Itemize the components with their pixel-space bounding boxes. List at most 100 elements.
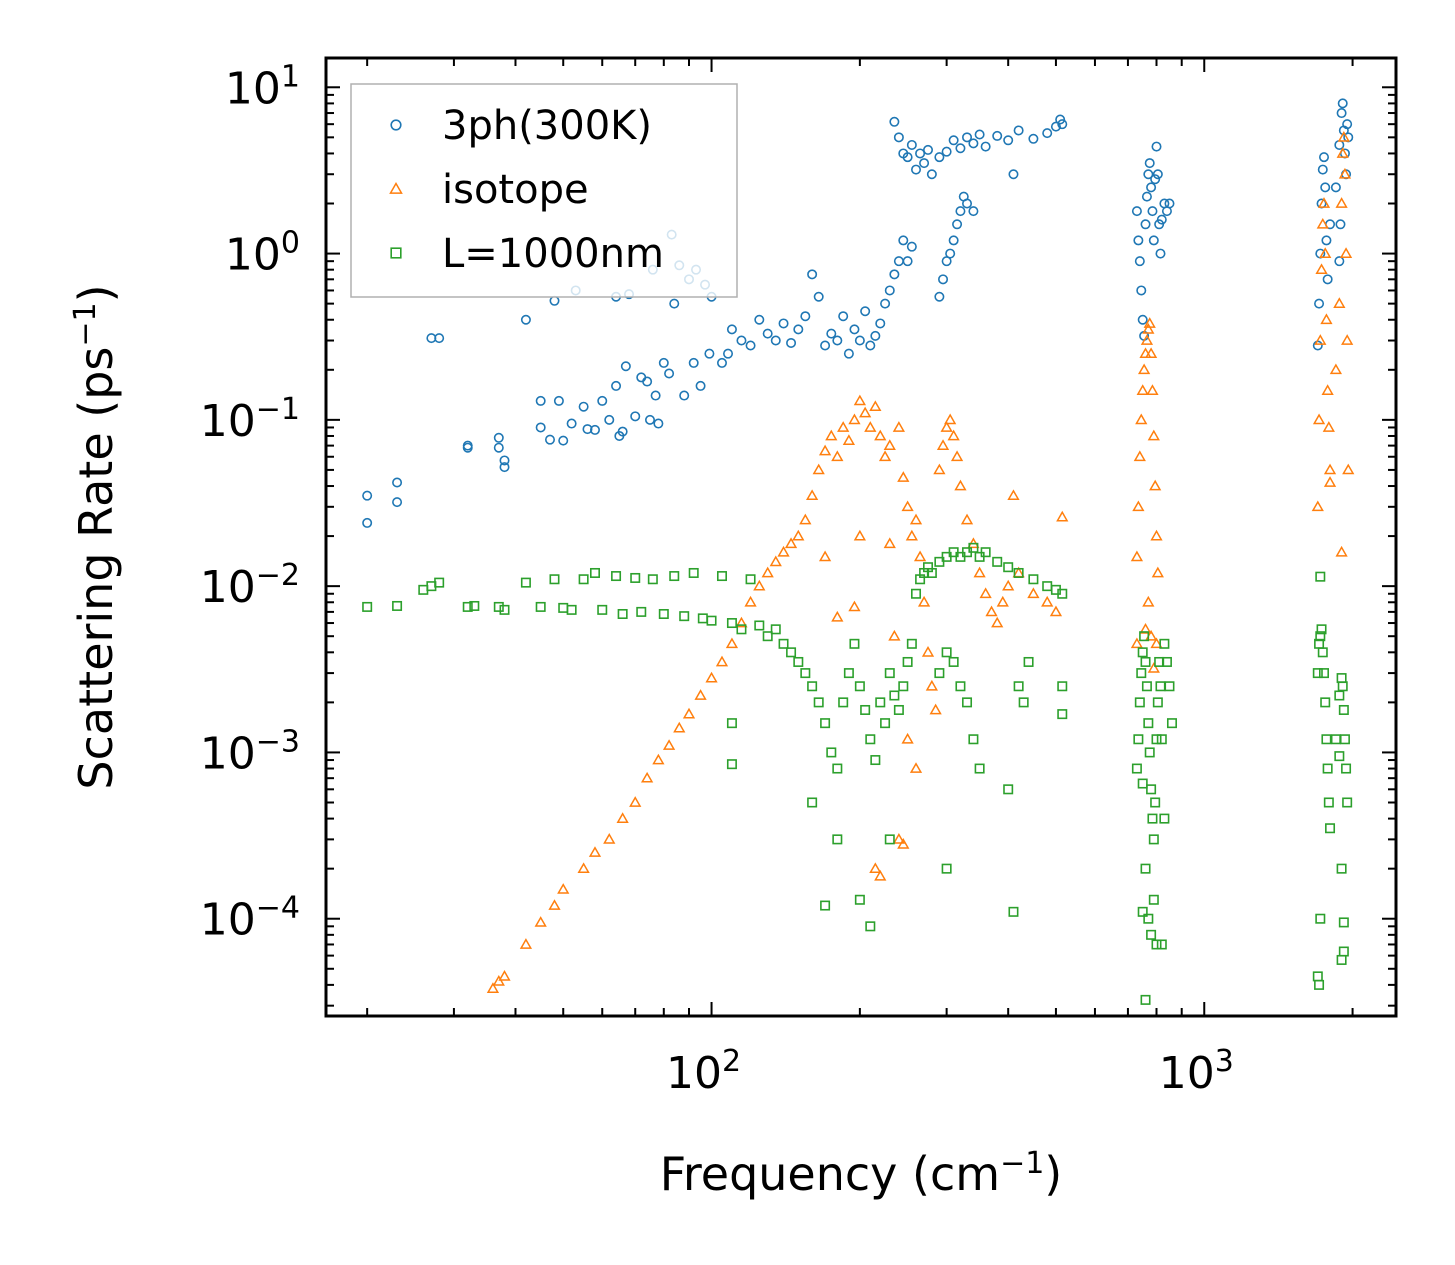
data-point <box>1133 450 1146 462</box>
data-point <box>1159 638 1170 649</box>
data-point <box>992 130 1003 141</box>
data-point <box>535 601 546 612</box>
data-point <box>1130 550 1144 562</box>
data-point <box>1316 624 1327 635</box>
data-point <box>642 376 653 387</box>
data-point <box>947 429 960 441</box>
data-point <box>926 567 937 578</box>
data-point <box>820 900 831 911</box>
data-point <box>553 395 564 406</box>
data-point <box>1152 169 1163 180</box>
legend-marker <box>389 181 403 194</box>
data-point <box>945 248 956 259</box>
data-point <box>870 330 881 341</box>
data-point <box>902 656 913 667</box>
data-point <box>1342 797 1353 808</box>
data-point <box>1320 182 1331 193</box>
data-point <box>1335 545 1348 557</box>
data-point <box>888 629 901 641</box>
data-point <box>1336 673 1347 684</box>
data-point <box>362 490 373 501</box>
data-point <box>1315 571 1326 582</box>
data-point <box>588 846 602 857</box>
data-point <box>1139 631 1150 642</box>
data-point <box>754 314 765 325</box>
data-point <box>744 595 757 607</box>
data-point <box>897 838 910 849</box>
data-point <box>1008 906 1019 917</box>
data-point <box>1337 98 1348 109</box>
data-point <box>1003 562 1014 573</box>
data-point <box>884 285 895 296</box>
data-point <box>492 975 505 986</box>
data-point <box>1164 681 1175 692</box>
data-point <box>1334 690 1345 701</box>
data-point <box>897 471 910 482</box>
data-point <box>955 143 966 154</box>
data-point <box>499 455 510 466</box>
data-point <box>695 380 706 391</box>
data-point <box>1148 235 1159 246</box>
data-point <box>1319 152 1330 163</box>
data-point <box>1140 994 1151 1005</box>
data-point <box>889 116 900 127</box>
data-point <box>905 529 918 541</box>
data-point <box>917 595 931 607</box>
data-point <box>1008 169 1019 180</box>
data-point <box>1335 197 1348 208</box>
data-point <box>636 606 647 617</box>
data-point <box>1319 668 1330 679</box>
data-point <box>603 833 616 844</box>
data-point <box>864 421 877 432</box>
data-point <box>597 395 608 406</box>
data-point <box>1330 734 1341 745</box>
data-point <box>849 324 860 335</box>
plot-frame <box>324 56 1398 1018</box>
data-point <box>597 604 608 615</box>
data-point <box>875 697 886 708</box>
data-point <box>604 414 615 425</box>
y-tick-label: 10−3 <box>200 724 300 780</box>
data-point <box>640 771 654 783</box>
data-point <box>1150 797 1161 808</box>
data-point <box>1144 347 1158 359</box>
data-point <box>520 577 531 588</box>
data-point <box>898 235 909 246</box>
data-point <box>1013 125 1024 136</box>
data-point <box>1144 158 1155 169</box>
data-point <box>1319 247 1332 258</box>
data-point <box>1329 363 1343 375</box>
data-point <box>1312 971 1323 982</box>
data-point <box>616 812 629 823</box>
x-tick-label: 102 <box>666 1044 741 1100</box>
data-point <box>611 571 622 582</box>
data-point <box>1151 734 1162 745</box>
data-point <box>493 601 504 612</box>
data-point <box>1150 529 1163 541</box>
data-point <box>1166 718 1177 729</box>
data-point <box>716 571 727 582</box>
data-point <box>948 235 959 246</box>
data-point <box>1155 681 1166 692</box>
data-point <box>519 938 533 949</box>
data-point <box>921 645 935 657</box>
data-point <box>1312 668 1323 679</box>
data-point <box>1136 285 1147 296</box>
data-point <box>726 759 737 770</box>
data-point <box>1336 863 1347 874</box>
data-point <box>653 418 664 429</box>
data-point <box>1314 298 1325 309</box>
data-point <box>769 555 782 567</box>
data-point <box>1322 274 1333 285</box>
data-point <box>1321 734 1332 745</box>
data-point <box>934 291 945 302</box>
data-point <box>544 434 555 445</box>
data-point <box>826 328 837 339</box>
data-point <box>1342 119 1353 130</box>
data-point <box>883 537 896 549</box>
data-point <box>911 588 922 599</box>
data-point <box>1320 313 1333 325</box>
data-point <box>1151 566 1164 578</box>
data-point <box>832 834 843 845</box>
data-point <box>950 450 964 462</box>
